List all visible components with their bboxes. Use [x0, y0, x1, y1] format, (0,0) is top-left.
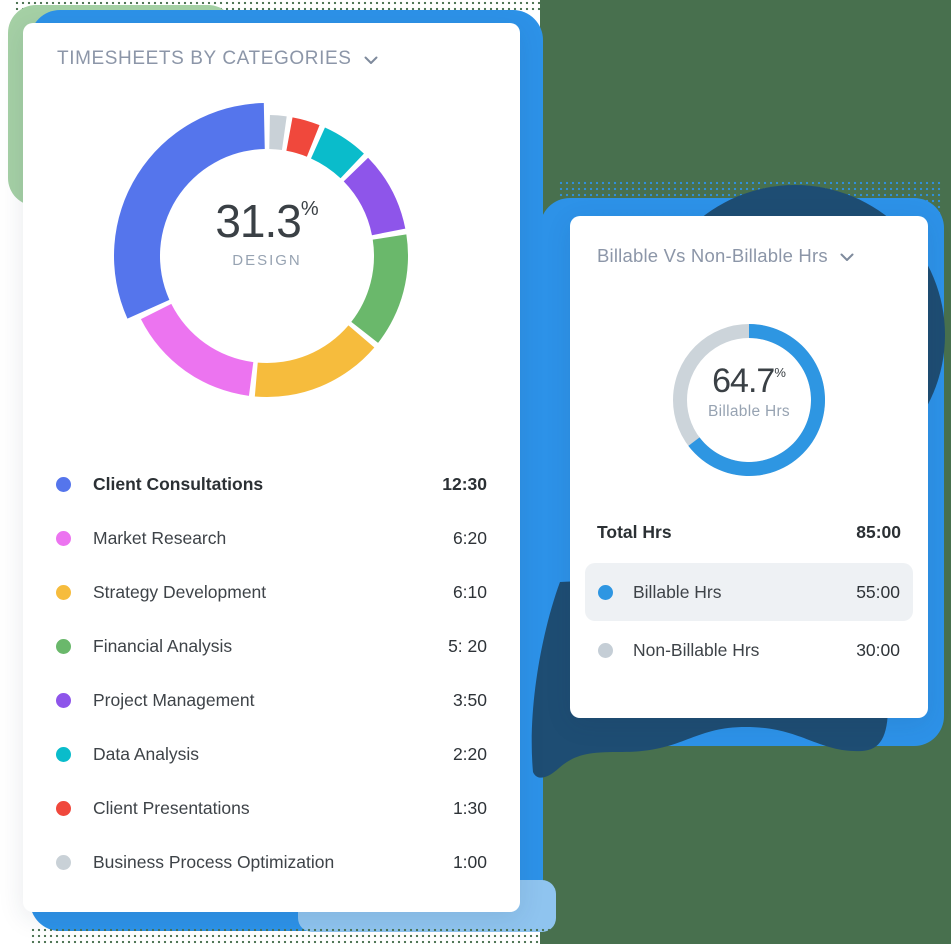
category-hours: 5: 20 [448, 635, 487, 656]
donut-segment-business-process-optimization[interactable] [269, 115, 287, 151]
category-color-dot [56, 800, 71, 816]
category-label: Data Analysis [93, 743, 200, 764]
timesheets-card-title: TIMESHEETS BY CATEGORIES [57, 48, 352, 69]
billable-vs-nonbillable-card: Billable Vs Non-Billable Hrs 64.7% Billa… [570, 216, 928, 718]
category-color-dot [56, 692, 71, 708]
category-color-dot [56, 638, 71, 654]
billable-card-header-dropdown[interactable]: Billable Vs Non-Billable Hrs [597, 245, 854, 267]
legend-color-dot [598, 642, 613, 658]
donut-segment-strategy-development[interactable] [254, 325, 375, 397]
donut-segment-client-presentations[interactable] [286, 117, 320, 157]
category-hours: 6:20 [452, 527, 487, 548]
legend-color-dot [598, 584, 613, 600]
categories-legend: Client Consultations 12:30 Market Research… [56, 457, 487, 889]
timesheets-card-header-dropdown[interactable]: TIMESHEETS BY CATEGORIES [57, 48, 378, 70]
donut-segment-market-research[interactable] [140, 303, 254, 396]
category-color-dot [56, 746, 71, 762]
category-hours: 1:00 [452, 851, 487, 872]
category-row[interactable]: Client Consultations 12:30 [56, 457, 487, 511]
total-hours-value: 85:00 [856, 521, 901, 542]
billable-donut-chart[interactable] [664, 315, 834, 485]
timesheets-by-categories-card: TIMESHEETS BY CATEGORIES 31.3% DESIGN Cl… [23, 23, 520, 912]
category-hours: 2:20 [452, 743, 487, 764]
category-color-dot [56, 584, 71, 600]
legend-hours: 30:00 [856, 639, 900, 660]
donut-segment-data-analysis[interactable] [310, 127, 364, 179]
category-hours: 3:50 [452, 689, 487, 710]
categories-donut-chart[interactable] [107, 96, 427, 416]
category-row[interactable]: Financial Analysis 5: 20 [56, 619, 487, 673]
category-color-dot [56, 854, 71, 870]
legend-hours: 55:00 [856, 581, 900, 602]
billable-hrs-row[interactable]: Billable Hrs 55:00 [585, 563, 913, 621]
category-row[interactable]: Project Management 3:50 [56, 673, 487, 727]
category-row[interactable]: Data Analysis 2:20 [56, 727, 487, 781]
category-hours: 1:30 [452, 797, 487, 818]
chevron-down-icon[interactable] [364, 52, 378, 70]
category-label: Client Consultations [93, 473, 264, 494]
category-hours: 6:10 [452, 581, 487, 602]
total-hours-label: Total Hrs [597, 521, 672, 542]
category-label: Client Presentations [93, 797, 250, 818]
category-hours: 12:30 [442, 473, 487, 494]
category-row[interactable]: Business Process Optimization 1:00 [56, 835, 487, 889]
category-row[interactable]: Client Presentations 1:30 [56, 781, 487, 835]
legend-label: Billable Hrs [633, 581, 722, 602]
category-label: Project Management [93, 689, 255, 710]
donut-segment-financial-analysis[interactable] [351, 234, 408, 343]
non-billable-hrs-row[interactable]: Non-Billable Hrs 30:00 [585, 621, 913, 679]
category-label: Strategy Development [93, 581, 267, 602]
green-halftone-strip-bottom [30, 927, 886, 944]
category-color-dot [56, 476, 71, 492]
category-label: Market Research [93, 527, 227, 548]
category-row[interactable]: Market Research 6:20 [56, 511, 487, 565]
donut-segment-project-management[interactable] [343, 157, 406, 236]
category-label: Business Process Optimization [93, 851, 335, 872]
donut-segment-client-consultations[interactable] [113, 103, 265, 319]
billable-legend: Billable Hrs 55:00 Non-Billable Hrs 30:00 [585, 563, 913, 679]
category-color-dot [56, 530, 71, 546]
total-hours-row: Total Hrs 85:00 [597, 518, 901, 546]
legend-label: Non-Billable Hrs [633, 639, 760, 660]
green-halftone-strip-top [14, 0, 874, 11]
chevron-down-icon[interactable] [840, 249, 854, 267]
category-row[interactable]: Strategy Development 6:10 [56, 565, 487, 619]
billable-card-title: Billable Vs Non-Billable Hrs [597, 245, 828, 266]
category-label: Financial Analysis [93, 635, 233, 656]
